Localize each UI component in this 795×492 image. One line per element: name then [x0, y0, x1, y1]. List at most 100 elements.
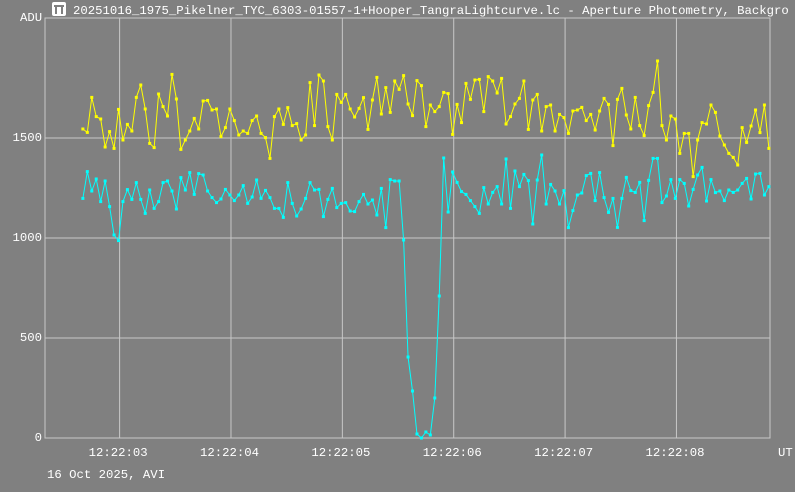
data-point [393, 179, 397, 183]
data-point [602, 196, 606, 200]
data-point [370, 98, 374, 102]
data-point [464, 81, 468, 85]
data-point [589, 112, 593, 116]
data-point [402, 74, 406, 78]
data-point [540, 153, 544, 157]
data-point [584, 119, 588, 123]
data-point [727, 188, 731, 192]
data-point [620, 196, 624, 200]
data-point [615, 225, 619, 229]
data-point [669, 178, 673, 182]
data-point [758, 131, 762, 135]
data-point [682, 131, 686, 135]
data-point [767, 185, 771, 189]
data-point [687, 131, 691, 135]
data-point [94, 177, 98, 181]
data-point [535, 92, 539, 96]
data-point [286, 181, 290, 185]
data-point [656, 59, 660, 63]
data-point [504, 122, 508, 126]
data-point [237, 133, 241, 137]
data-point [451, 132, 455, 136]
data-point [593, 199, 597, 203]
data-point [669, 114, 673, 118]
data-point [531, 98, 535, 102]
data-point [593, 128, 597, 132]
data-point [446, 92, 450, 96]
data-point [526, 127, 530, 131]
data-point [691, 187, 695, 191]
data-point [357, 106, 361, 110]
data-point [749, 124, 753, 128]
data-point [85, 170, 89, 174]
data-point [607, 102, 611, 106]
data-point [112, 146, 116, 150]
data-point [513, 169, 517, 173]
data-point [393, 79, 397, 83]
data-point [460, 121, 464, 125]
data-point [335, 206, 339, 210]
data-point [624, 113, 628, 117]
data-point [170, 72, 174, 76]
data-point [402, 238, 406, 242]
data-point [562, 189, 566, 193]
data-point [589, 171, 593, 175]
data-point [740, 126, 744, 130]
data-point [210, 196, 214, 200]
data-point [477, 211, 481, 215]
data-point [281, 215, 285, 219]
data-point [170, 189, 174, 193]
data-point [241, 129, 245, 133]
data-point [513, 102, 517, 106]
data-point [638, 180, 642, 184]
x-tick-label: 12:22:04 [199, 446, 260, 460]
y-axis-label: ADU [20, 11, 43, 25]
data-point [183, 188, 187, 192]
data-point [419, 436, 423, 440]
data-point [99, 117, 103, 121]
data-point [304, 196, 308, 200]
y-tick-label: 0 [34, 431, 42, 445]
data-point [767, 146, 771, 150]
data-point [477, 77, 481, 81]
data-point [348, 209, 352, 213]
data-point [362, 192, 366, 196]
data-point [313, 188, 317, 192]
data-point [451, 170, 455, 174]
data-point [215, 201, 219, 205]
data-point [308, 181, 312, 185]
data-point [437, 105, 441, 109]
data-point [491, 79, 495, 83]
data-point [321, 215, 325, 219]
data-point [246, 201, 250, 205]
data-point [134, 95, 138, 99]
data-point [384, 86, 388, 90]
data-point [286, 106, 290, 110]
data-point [660, 201, 664, 205]
data-point [388, 110, 392, 114]
data-point [718, 134, 722, 138]
data-point [125, 188, 129, 192]
data-point [633, 190, 637, 194]
data-point [219, 197, 223, 201]
data-point [206, 98, 210, 102]
tangra-app-icon[interactable] [52, 2, 66, 16]
data-point [246, 131, 250, 135]
data-point [629, 189, 633, 193]
data-point [687, 204, 691, 208]
data-point [228, 193, 232, 197]
data-point [152, 206, 156, 210]
data-point [415, 432, 419, 436]
data-point [232, 199, 236, 203]
data-point [718, 189, 722, 193]
data-point [566, 131, 570, 135]
data-point [197, 127, 201, 131]
data-point [553, 189, 557, 193]
data-point [277, 107, 281, 111]
data-point [108, 205, 112, 209]
data-point [562, 116, 566, 120]
data-point [384, 226, 388, 230]
data-point [642, 219, 646, 223]
data-point [495, 185, 499, 189]
